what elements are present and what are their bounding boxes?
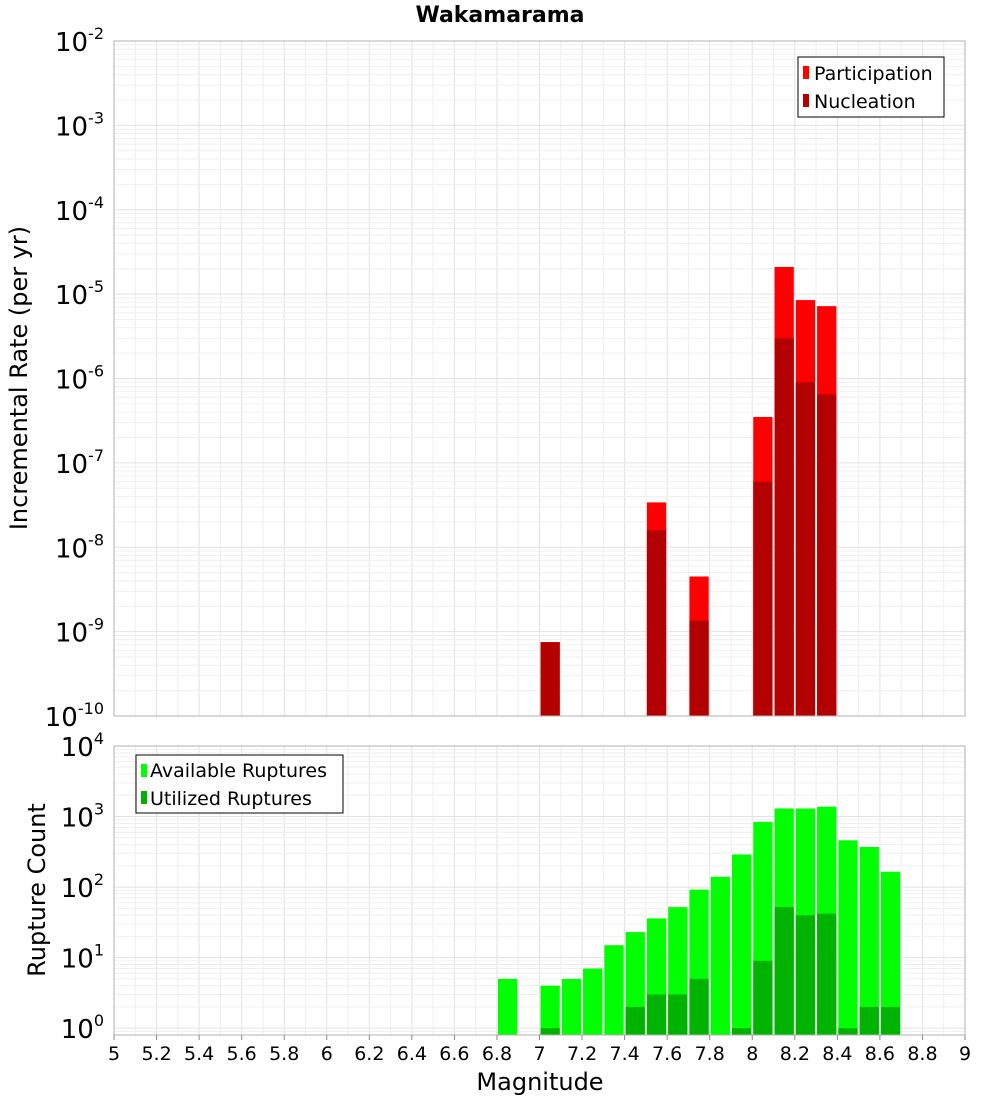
bar-nucleation xyxy=(795,382,816,716)
rate-panel: 10-2 10-3 10-4 10-5 10-6 10-7 10-8 10-9 10-10 In… xyxy=(5,24,966,733)
x-tick-label: 6.4 xyxy=(397,1043,427,1065)
bar-utilized-ruptures xyxy=(817,913,837,1035)
y-tick-label: 104 xyxy=(61,729,104,763)
y-tick-label: 10-2 xyxy=(55,24,104,58)
x-tick-label: 5.2 xyxy=(141,1043,171,1065)
count-y-ticks: 104 103 102 101 100 xyxy=(61,729,104,1045)
bar-utilized-ruptures xyxy=(625,1006,645,1035)
x-tick-label: 8.2 xyxy=(780,1043,810,1065)
y-tick-label: 102 xyxy=(61,870,104,904)
x-tick-label: 7.6 xyxy=(652,1043,682,1065)
y-tick-label: 10-8 xyxy=(55,530,104,564)
bar-nucleation xyxy=(689,620,709,716)
legend-label-participation: Participation xyxy=(814,63,933,85)
x-tick-label: 9 xyxy=(959,1043,971,1065)
count-legend-box xyxy=(135,754,344,814)
x-tick-label: 8.6 xyxy=(865,1043,895,1065)
y-tick-label: 103 xyxy=(61,800,104,834)
x-tick-label: 6.6 xyxy=(439,1043,469,1065)
x-tick-label: 7.4 xyxy=(609,1043,639,1065)
bar-available-ruptures xyxy=(838,840,858,1035)
count-x-ticks: 5 5.2 5.4 5.6 5.8 6 6.2 6.4 6.6 6.8 7 7.2 7.4 7.6 7.8 8… xyxy=(108,1035,971,1065)
y-tick-label: 10-9 xyxy=(55,615,104,649)
x-tick-label: 6.2 xyxy=(354,1043,384,1065)
y-tick-label: 101 xyxy=(61,941,104,975)
count-bars xyxy=(497,806,901,1035)
y-tick-label: 10-3 xyxy=(55,108,104,142)
y-tick-label: 100 xyxy=(61,1011,104,1045)
legend-label-nucleation: Nucleation xyxy=(814,91,916,113)
bar-utilized-ruptures xyxy=(731,1028,752,1035)
y-tick-label: 10-5 xyxy=(55,277,104,311)
y-tick-label: 10-10 xyxy=(45,699,104,733)
rate-y-axis-label: Incremental Rate (per yr) xyxy=(5,226,33,530)
bar-utilized-ruptures xyxy=(838,1028,858,1035)
x-tick-label: 5.6 xyxy=(227,1043,257,1065)
bar-nucleation xyxy=(753,481,773,716)
bar-nucleation xyxy=(646,530,667,716)
bar-utilized-ruptures xyxy=(859,1006,879,1035)
x-tick-label: 7.2 xyxy=(567,1043,597,1065)
x-tick-label: 6.8 xyxy=(482,1043,512,1065)
count-legend: Available Ruptures Utilized Ruptures xyxy=(135,754,344,814)
rate-legend-box xyxy=(797,56,945,118)
bar-utilized-ruptures xyxy=(753,960,773,1035)
legend-swatch-nucleation xyxy=(803,94,809,107)
bar-utilized-ruptures xyxy=(880,1006,901,1035)
bar-utilized-ruptures xyxy=(540,1028,560,1035)
x-tick-label: 8.8 xyxy=(907,1043,937,1065)
bar-available-ruptures xyxy=(561,978,582,1035)
bar-available-ruptures xyxy=(583,968,603,1035)
count-y-axis-label: Rupture Count xyxy=(23,803,51,977)
y-tick-label: 10-7 xyxy=(55,446,104,480)
bar-available-ruptures xyxy=(880,871,901,1035)
bar-utilized-ruptures xyxy=(774,907,794,1035)
legend-label-available-ruptures: Available Ruptures xyxy=(150,760,327,782)
legend-swatch-available-ruptures xyxy=(141,764,147,777)
bar-utilized-ruptures xyxy=(795,915,816,1035)
x-tick-label: 5 xyxy=(108,1043,120,1065)
bar-utilized-ruptures xyxy=(646,994,667,1035)
legend-swatch-participation xyxy=(803,66,809,79)
y-tick-label: 10-4 xyxy=(55,193,104,227)
x-tick-label: 7.8 xyxy=(695,1043,725,1065)
count-panel: 104 103 102 101 100 5 5.2 5.4 5.6 5.8 6 6.2 6.4 6.6 6… xyxy=(23,729,971,1096)
rate-y-ticks: 10-2 10-3 10-4 10-5 10-6 10-7 10-8 10-9 10-10 xyxy=(45,24,104,733)
chart-title: Wakamarama xyxy=(415,3,584,28)
rate-plot-frame xyxy=(113,40,966,717)
legend-label-utilized-ruptures: Utilized Ruptures xyxy=(150,788,312,810)
x-tick-label: 7 xyxy=(533,1043,545,1065)
x-tick-label: 8 xyxy=(746,1043,758,1065)
rate-legend: Participation Nucleation xyxy=(797,56,945,118)
x-tick-label: 5.4 xyxy=(184,1043,214,1065)
x-tick-label: 8.4 xyxy=(822,1043,852,1065)
bar-available-ruptures xyxy=(731,854,752,1035)
rate-grid xyxy=(113,40,966,717)
y-tick-label: 10-6 xyxy=(55,362,104,396)
bar-available-ruptures xyxy=(497,978,518,1035)
bar-available-ruptures xyxy=(540,985,560,1035)
bar-available-ruptures xyxy=(859,847,879,1035)
rate-bars xyxy=(540,266,837,716)
x-tick-label: 6 xyxy=(321,1043,333,1065)
bar-nucleation xyxy=(774,338,794,716)
bar-available-ruptures xyxy=(710,876,730,1035)
bar-available-ruptures xyxy=(604,945,624,1035)
x-axis-label: Magnitude xyxy=(476,1068,603,1096)
bar-utilized-ruptures xyxy=(689,978,709,1035)
bar-nucleation xyxy=(817,394,837,716)
x-tick-label: 5.8 xyxy=(269,1043,299,1065)
legend-swatch-utilized-ruptures xyxy=(141,791,147,804)
bar-nucleation xyxy=(540,642,560,716)
bar-utilized-ruptures xyxy=(668,994,688,1035)
